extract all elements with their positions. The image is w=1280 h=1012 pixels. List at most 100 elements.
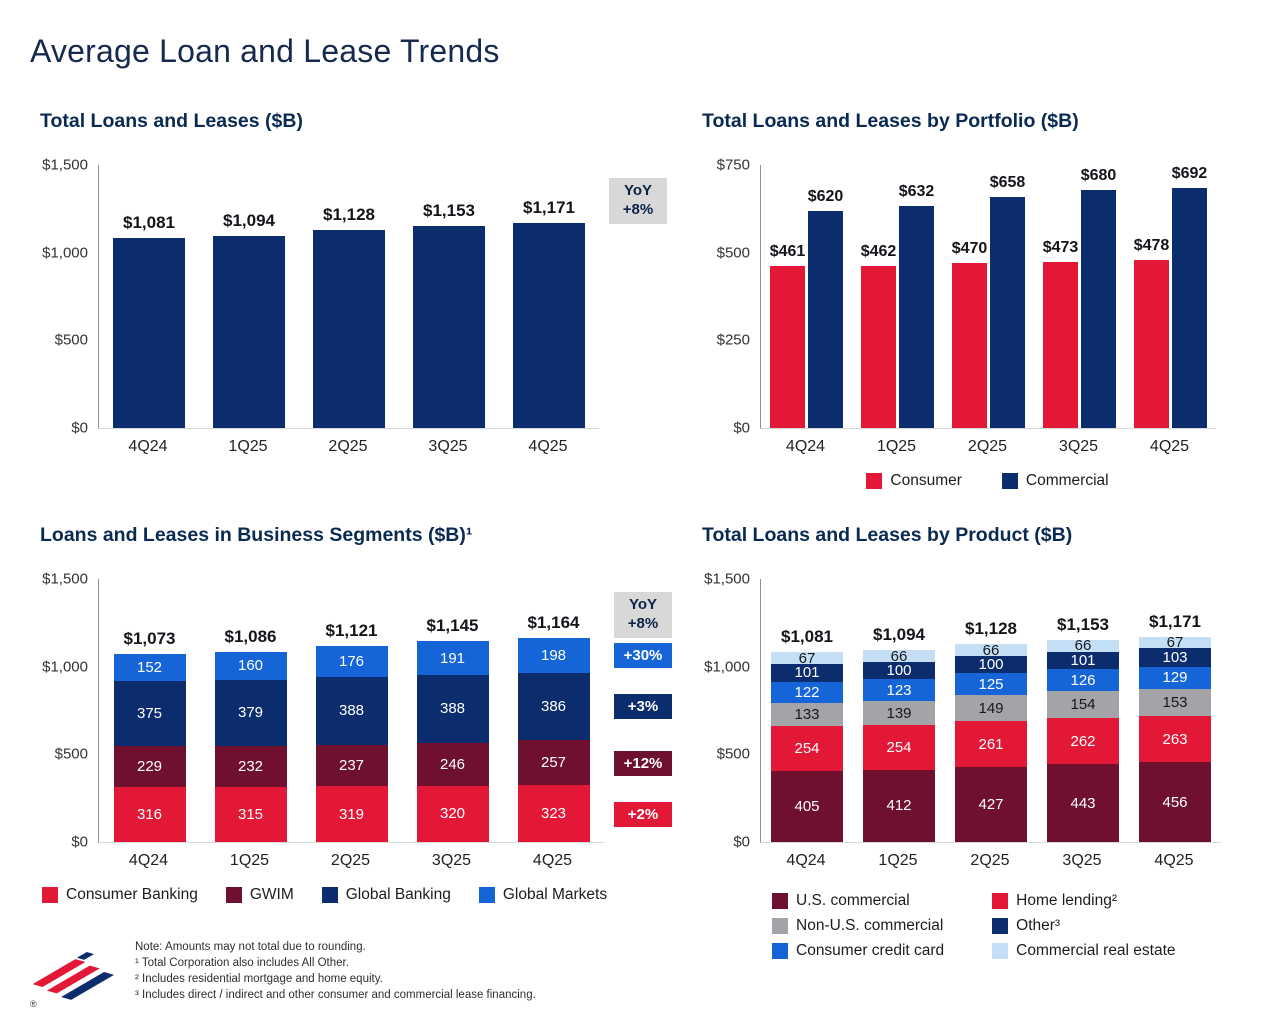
y-tick-label: $1,000 — [42, 658, 88, 676]
page-title: Average Loan and Lease Trends — [30, 33, 500, 70]
bar-segment: 101 — [1047, 651, 1119, 670]
chart-body: $1,500 $1,000 $500 $0 $1,081 67 101 122 133 254 4… — [700, 571, 1260, 851]
chart-title-by-portfolio: Total Loans and Leases by Portfolio ($B) — [702, 110, 1079, 132]
yoy-total-badge: YoY +8% — [614, 592, 672, 638]
bar-total-label: $1,171 — [1149, 611, 1201, 631]
y-tick-label: $1,500 — [42, 570, 88, 588]
legend-item: Home lending² — [992, 892, 1175, 910]
legend: Consumer Commercial — [760, 472, 1215, 490]
chart-body: $1,500 $1,000 $500 $0 $1,081 $1,094 $1,128 $1,… — [38, 157, 678, 437]
chart-title-total-loans: Total Loans and Leases ($B) — [40, 110, 303, 132]
bar-segment: 316 — [113, 786, 186, 842]
legend-label: Commercial — [1025, 472, 1109, 489]
bar-value-label: $470 — [951, 240, 988, 258]
bar-segment: 129 — [1139, 666, 1211, 690]
legend-column: Home lending² Other³ Commercial real estat… — [992, 892, 1176, 960]
stacked-bar-column: $1,153 66 101 126 154 262 443 — [1037, 579, 1129, 842]
legend-swatch-icon — [866, 473, 883, 489]
x-axis-labels: 4Q24 1Q25 2Q25 3Q25 4Q25 — [760, 438, 1215, 456]
bar-value-label: $1,171 — [523, 197, 575, 217]
x-tick-label: 4Q25 — [1149, 438, 1190, 455]
bar-value-label: $1,094 — [223, 211, 275, 231]
y-tick-label: $0 — [733, 833, 750, 851]
bank-logo — [28, 952, 120, 1007]
y-tick-label: $1,000 — [704, 658, 750, 676]
bar-segment: 229 — [113, 746, 186, 787]
legend-label: Commercial real estate — [1016, 942, 1176, 959]
bar-segment: 160 — [214, 651, 287, 680]
bar-column: $1,081 — [99, 165, 199, 428]
bar-total-label: $1,164 — [527, 612, 580, 632]
bar-segment: 176 — [315, 645, 388, 677]
legend-column: U.S. commercial Non-U.S. commercial Consum… — [772, 892, 944, 960]
y-tick-label: $0 — [71, 419, 88, 437]
bar-segment: 262 — [1047, 718, 1119, 765]
stacked-bar-column: $1,128 66 100 125 149 261 427 — [945, 579, 1037, 842]
legend-item: Other³ — [992, 917, 1175, 935]
stacked-bar-column: $1,121 176 388 237 319 — [301, 579, 402, 842]
bar-segment: 66 — [955, 643, 1027, 657]
bar-column: $632 — [899, 165, 934, 428]
bar-total-label: $1,086 — [224, 626, 277, 646]
legend-swatch-icon — [1001, 473, 1018, 489]
y-tick-label: $1,000 — [42, 244, 88, 262]
legend-swatch-icon — [992, 943, 1009, 959]
stacked-bar-column: $1,171 67 103 129 153 263 456 — [1129, 579, 1221, 842]
bar-segment: 123 — [863, 679, 935, 701]
y-tick-label: $0 — [733, 419, 750, 437]
bar-segment: 388 — [315, 676, 388, 745]
yoy-badge-line: +8% — [622, 200, 654, 218]
bar-segment: 379 — [214, 679, 287, 747]
y-axis: $1,500 $1,000 $500 $0 — [38, 571, 98, 851]
y-tick-label: $0 — [71, 833, 88, 851]
bar-total-label: $1,081 — [781, 627, 833, 647]
legend-item: Consumer Banking — [42, 886, 198, 904]
chart-title-business-segments: Loans and Leases in Business Segments ($… — [40, 524, 473, 546]
chart-business-segments: Loans and Leases in Business Segments ($… — [38, 524, 683, 904]
bar-segment: 191 — [416, 641, 489, 675]
bar-column: $461 — [770, 165, 805, 428]
bar-column: $692 — [1172, 165, 1207, 428]
bar-segment: 66 — [863, 649, 935, 663]
bar-segment: 103 — [1139, 648, 1211, 667]
legend-item: Consumer — [866, 472, 962, 490]
bar-value-label: $478 — [1133, 237, 1170, 255]
x-tick-label: 1Q25 — [878, 852, 918, 869]
legend-label: Consumer credit card — [796, 942, 945, 959]
bar-total-label: $1,145 — [426, 616, 479, 636]
yoy-badge-line: YoY — [628, 596, 658, 613]
bar-column: $473 — [1043, 165, 1078, 428]
yoy-badge-column: YoY +8% — [607, 165, 673, 428]
legend-swatch-icon — [321, 887, 338, 903]
yoy-badge-line: YoY — [623, 182, 653, 199]
bar — [113, 238, 185, 428]
bar-segment: 263 — [1139, 715, 1211, 763]
bar-total-label: $1,094 — [873, 625, 925, 645]
bar-column: $1,171 — [499, 165, 599, 428]
bar-value-label: $620 — [807, 187, 844, 205]
bar-segment: 154 — [1047, 691, 1119, 719]
legend-item: Consumer credit card — [772, 942, 944, 960]
bar — [1134, 260, 1169, 428]
bar-segment: 67 — [771, 651, 843, 666]
yoy-total-badge: YoY +8% — [609, 178, 667, 224]
chart-title-by-product: Total Loans and Leases by Product ($B) — [702, 524, 1073, 546]
x-tick-label: 4Q25 — [1154, 852, 1194, 869]
footnote-1: ¹ Total Corporation also includes All Ot… — [135, 956, 349, 969]
legend-label: Non-U.S. commercial — [796, 917, 944, 934]
x-tick-label: 1Q25 — [229, 852, 270, 869]
legend-item: GWIM — [225, 886, 294, 904]
legend-swatch-icon — [992, 893, 1009, 909]
x-tick-label: 1Q25 — [228, 438, 268, 455]
bar-segment: 153 — [1139, 689, 1211, 716]
bar-segment: 246 — [416, 742, 489, 786]
bar — [899, 206, 934, 428]
legend-item: Commercial — [1001, 472, 1109, 490]
bar — [990, 197, 1025, 428]
bar-value-label: $658 — [989, 174, 1026, 192]
footnote-note: Note: Amounts may not total due to round… — [135, 941, 366, 953]
bar-segment: 101 — [771, 664, 843, 682]
plot-area: $1,073 152 375 229 316 $1,086 160 379 232 315 $1,1… — [98, 579, 604, 843]
bar-segment: 133 — [771, 703, 843, 727]
yoy-badge-column: YoY +8% +2% +12% +3% +30% — [612, 579, 678, 842]
